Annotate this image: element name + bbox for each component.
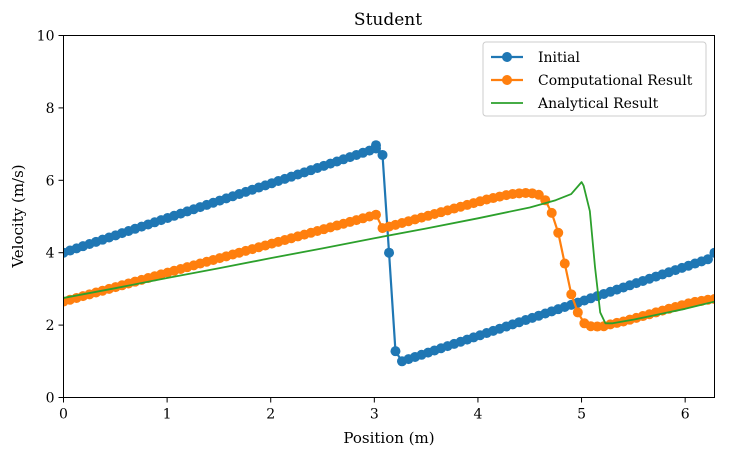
x-tick-label: 6 bbox=[681, 407, 690, 423]
data-point bbox=[559, 258, 570, 269]
series-initial bbox=[63, 140, 715, 367]
x-tick-label: 5 bbox=[577, 407, 586, 423]
series-line bbox=[63, 181, 715, 325]
legend-label: Initial bbox=[538, 50, 580, 66]
data-point bbox=[566, 289, 577, 300]
data-point bbox=[572, 307, 583, 318]
x-tick-label: 2 bbox=[266, 407, 275, 423]
series-layer bbox=[63, 140, 715, 367]
y-tick-label: 2 bbox=[46, 318, 55, 334]
legend-label: Analytical Result bbox=[537, 96, 659, 112]
x-tick-label: 0 bbox=[59, 407, 68, 423]
data-point bbox=[370, 209, 381, 220]
data-point bbox=[553, 227, 564, 238]
y-axis-label: Velocity (m/s) bbox=[9, 164, 27, 268]
chart-title: Student bbox=[354, 10, 422, 30]
legend-swatch-marker bbox=[502, 75, 512, 85]
y-tick-label: 6 bbox=[46, 173, 55, 189]
data-point bbox=[377, 149, 388, 160]
y-tick-label: 0 bbox=[46, 391, 55, 407]
legend-label: Computational Result bbox=[538, 73, 693, 89]
series-analytical-result bbox=[63, 181, 715, 325]
x-tick-label: 3 bbox=[370, 407, 379, 423]
x-ticks: 0 1 2 3 4 5 6 bbox=[59, 397, 690, 423]
y-tick-label: 8 bbox=[46, 101, 55, 117]
y-tick-label: 4 bbox=[46, 246, 55, 262]
x-axis-label: Position (m) bbox=[343, 429, 434, 447]
legend-swatch-marker bbox=[502, 52, 512, 62]
x-tick-label: 1 bbox=[163, 407, 172, 423]
y-ticks: 0 2 4 6 8 10 bbox=[37, 29, 64, 407]
plot-frame bbox=[63, 35, 715, 398]
data-point bbox=[370, 140, 381, 151]
y-tick-label: 10 bbox=[37, 29, 55, 45]
legend-box bbox=[482, 41, 707, 117]
data-point bbox=[390, 346, 401, 357]
legend: Initial Computational Result Analytical Re… bbox=[482, 41, 707, 117]
data-point bbox=[702, 254, 713, 265]
x-tick-label: 4 bbox=[473, 407, 482, 423]
data-point bbox=[709, 247, 715, 258]
data-point bbox=[546, 207, 557, 218]
data-point bbox=[384, 247, 395, 258]
